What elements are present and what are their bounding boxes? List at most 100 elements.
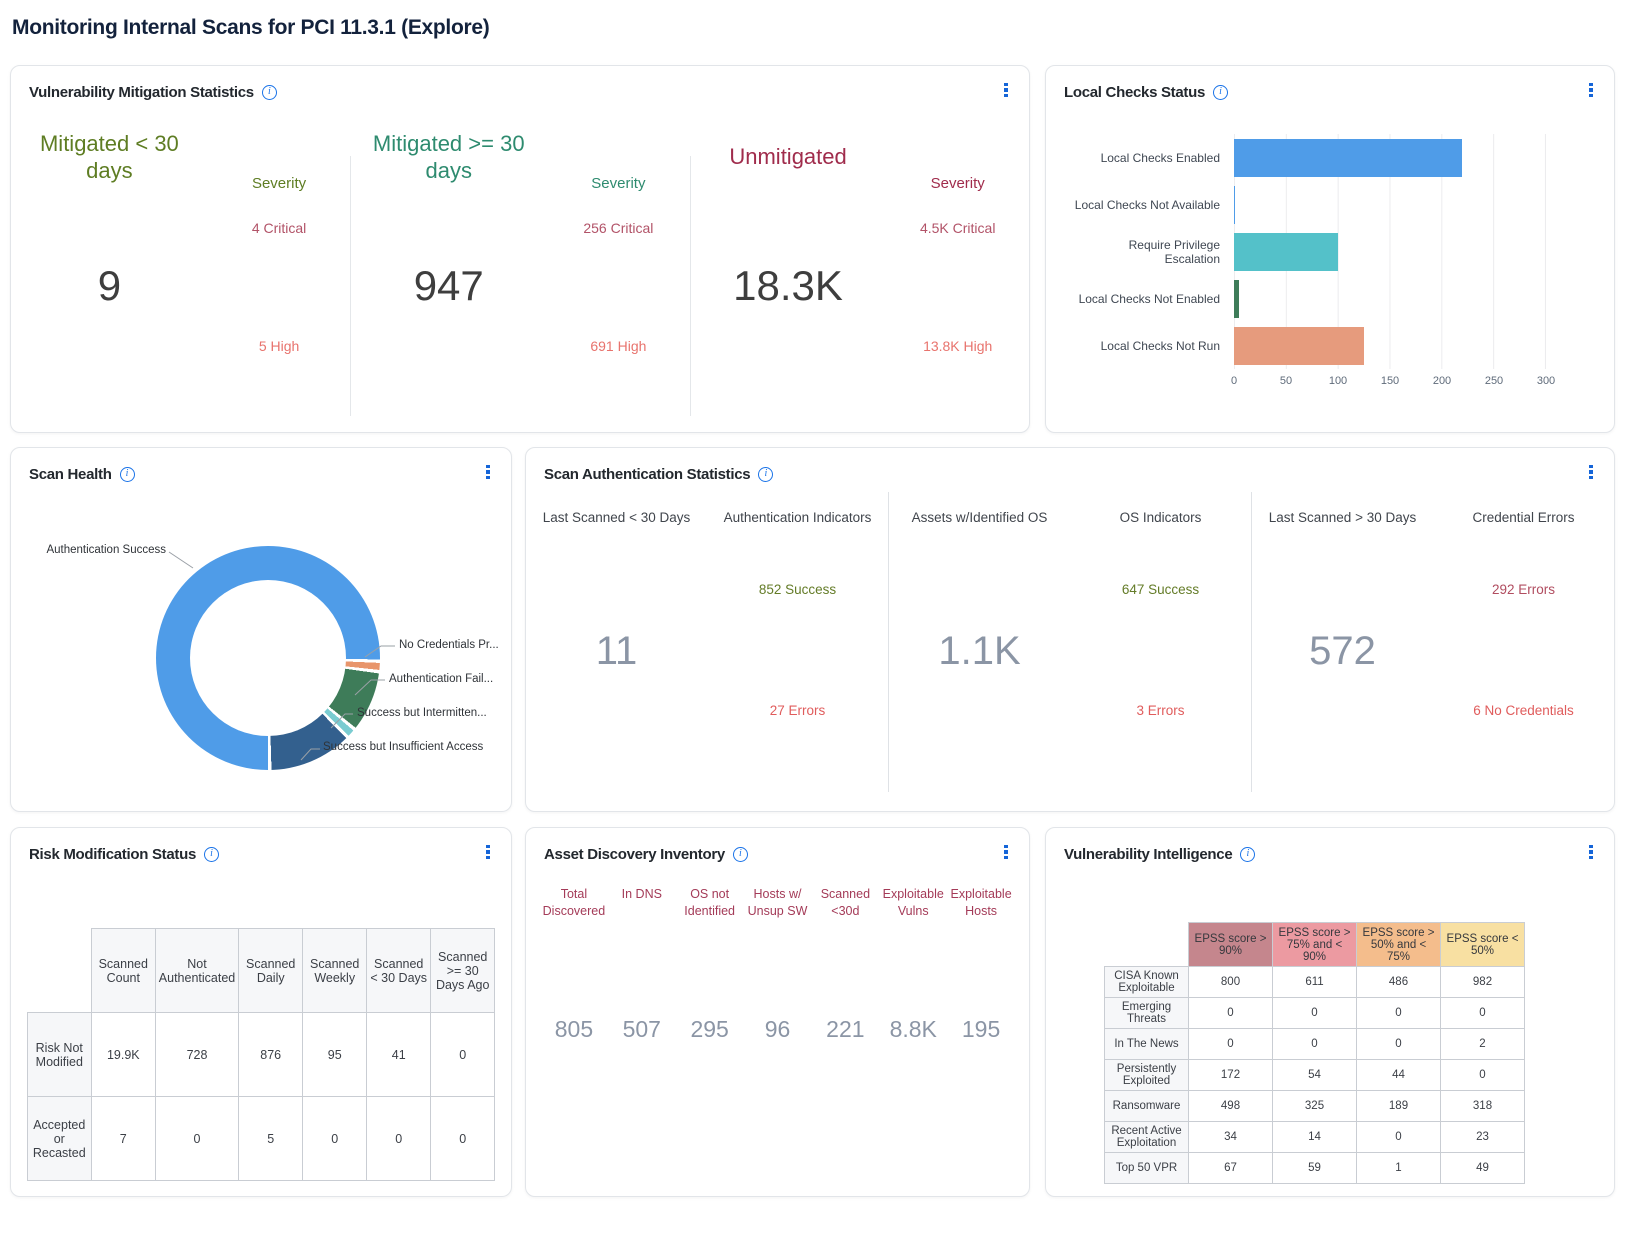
sas-column: Credential Errors 292 Errors 6 No Credenti… [1433, 492, 1614, 792]
kebab-menu-icon[interactable] [1582, 80, 1600, 100]
table-cell[interactable]: 189 [1356, 1090, 1441, 1122]
table-cell[interactable]: 23 [1440, 1121, 1525, 1153]
panel-header: Risk Modification Status i [11, 828, 511, 866]
table-cell[interactable]: 728 [154, 1012, 240, 1097]
bar[interactable] [1234, 279, 1240, 318]
vms-high-value[interactable]: 691 High [590, 338, 647, 354]
adi-value[interactable]: 295 [690, 1016, 729, 1042]
adi-value[interactable]: 8.8K [889, 1016, 937, 1042]
bar[interactable] [1234, 232, 1338, 271]
adi-value[interactable]: 805 [554, 1016, 594, 1042]
table-cell[interactable]: 95 [302, 1012, 368, 1097]
table-cell[interactable]: 2 [1440, 1028, 1525, 1060]
vms-high-value[interactable]: 5 High [258, 338, 300, 354]
sas-big-value[interactable]: 572 [1309, 628, 1376, 673]
sas-big-value[interactable]: 11 [595, 628, 638, 673]
table-cell[interactable]: 325 [1272, 1090, 1357, 1122]
table-cell[interactable]: 0 [1440, 997, 1525, 1029]
table-cell[interactable]: 5 [238, 1096, 304, 1181]
vms-critical-value[interactable]: 4.5K Critical [919, 220, 996, 236]
donut-chart[interactable] [156, 546, 380, 770]
kebab-menu-icon[interactable] [997, 80, 1015, 100]
adi-column: Exploitable Hosts 195 [947, 886, 1015, 1043]
table-cell[interactable]: 7 [90, 1096, 156, 1181]
sas-bottom-value[interactable]: 6 No Credentials [1473, 703, 1574, 718]
info-icon[interactable]: i [732, 847, 748, 862]
vms-section-label: Mitigated < 30 days [39, 130, 179, 184]
table-cell[interactable]: 611 [1272, 966, 1357, 998]
table-cell[interactable]: 0 [1356, 1028, 1441, 1060]
info-icon[interactable]: i [204, 847, 219, 862]
table-row: Ransomware 498 325 189 318 [1104, 1090, 1525, 1122]
info-icon[interactable]: i [261, 85, 277, 100]
table-cell[interactable]: 0 [430, 1096, 496, 1181]
kebab-menu-icon[interactable] [479, 462, 497, 482]
table-cell[interactable]: 800 [1188, 966, 1273, 998]
table-cell[interactable]: 41 [366, 1012, 432, 1097]
sas-bottom-value[interactable]: 27 Errors [769, 703, 826, 718]
table-cell[interactable]: 44 [1356, 1059, 1441, 1091]
kebab-menu-icon[interactable] [1582, 462, 1600, 482]
panel-scan-health: Scan Health i Authentication Success No … [10, 447, 512, 812]
vms-high-value[interactable]: 13.8K High [923, 338, 993, 354]
table-cell[interactable]: 0 [1188, 1028, 1273, 1060]
table-cell[interactable]: 0 [154, 1096, 240, 1181]
table-cell[interactable]: 0 [1356, 997, 1441, 1029]
adi-value[interactable]: 195 [961, 1016, 1001, 1042]
table-cell[interactable]: 0 [366, 1096, 432, 1181]
table-corner-cell [27, 929, 91, 1013]
bar-plot-area [1234, 134, 1546, 369]
table-cell[interactable]: 0 [1440, 1059, 1525, 1091]
table-cell[interactable]: 59 [1272, 1152, 1357, 1184]
table-cell[interactable]: 14 [1272, 1121, 1357, 1153]
table-cell[interactable]: 0 [1272, 1028, 1357, 1060]
info-icon[interactable]: i [758, 467, 774, 482]
table-cell[interactable]: 49 [1440, 1152, 1525, 1184]
vms-total-value[interactable]: 9 [97, 262, 122, 309]
adi-value[interactable]: 96 [764, 1016, 791, 1042]
donut-label: No Credentials Pr... [399, 639, 499, 651]
adi-value[interactable]: 507 [622, 1016, 661, 1042]
sas-top-value[interactable]: 647 Success [1121, 582, 1200, 597]
info-icon[interactable]: i [1213, 85, 1229, 100]
table-cell[interactable]: 0 [1356, 1121, 1441, 1153]
bar[interactable] [1234, 138, 1463, 177]
table-cell[interactable]: 486 [1356, 966, 1441, 998]
table-header-row: Scanned Count Not Authenticated Scanned Da… [27, 928, 496, 1013]
sas-big-value[interactable]: 1.1K [938, 628, 1021, 673]
table-cell[interactable]: 0 [1272, 997, 1357, 1029]
panel-vulnerability-mitigation-statistics: Vulnerability Mitigation Statistics i Mi… [10, 65, 1030, 433]
bar[interactable] [1234, 326, 1364, 365]
table-cell[interactable]: 172 [1188, 1059, 1273, 1091]
table-cell[interactable]: 34 [1188, 1121, 1273, 1153]
vms-critical-value[interactable]: 256 Critical [583, 220, 654, 236]
table-cell[interactable]: 318 [1440, 1090, 1525, 1122]
table-cell[interactable]: 1 [1356, 1152, 1441, 1184]
kebab-menu-icon[interactable] [479, 842, 497, 862]
table-cell[interactable]: 0 [1188, 997, 1273, 1029]
vms-critical-value[interactable]: 4 Critical [251, 220, 307, 236]
info-icon[interactable]: i [1240, 847, 1256, 862]
vms-total-value[interactable]: 18.3K [733, 262, 843, 309]
adi-value[interactable]: 221 [826, 1016, 865, 1042]
table-cell[interactable]: 0 [302, 1096, 368, 1181]
table-cell[interactable]: 876 [238, 1012, 304, 1097]
table-cell[interactable]: 54 [1272, 1059, 1357, 1091]
sas-column-header: Last Scanned > 30 Days [1268, 510, 1417, 525]
info-icon[interactable]: i [119, 467, 135, 482]
sas-top-value[interactable]: 852 Success [758, 582, 837, 597]
table-row: Risk Not Modified 19.9K 728 876 95 41 0 [26, 1012, 496, 1097]
panel-header: Scan Authentication Statistics i [526, 448, 1614, 486]
table-cell[interactable]: 0 [430, 1012, 496, 1097]
table-cell[interactable]: 67 [1188, 1152, 1273, 1184]
sas-bottom-value[interactable]: 3 Errors [1136, 703, 1185, 718]
table-cell[interactable]: 982 [1440, 966, 1525, 998]
kebab-menu-icon[interactable] [997, 842, 1015, 862]
vms-total-value[interactable]: 947 [413, 262, 484, 309]
table-cell[interactable]: 498 [1188, 1090, 1273, 1122]
table-cell[interactable]: 19.9K [90, 1012, 156, 1097]
kebab-menu-icon[interactable] [1582, 842, 1600, 862]
sas-top-value[interactable]: 292 Errors [1491, 582, 1556, 597]
bar[interactable] [1234, 185, 1236, 224]
row-label: Recent Active Exploitation [1104, 1121, 1189, 1153]
